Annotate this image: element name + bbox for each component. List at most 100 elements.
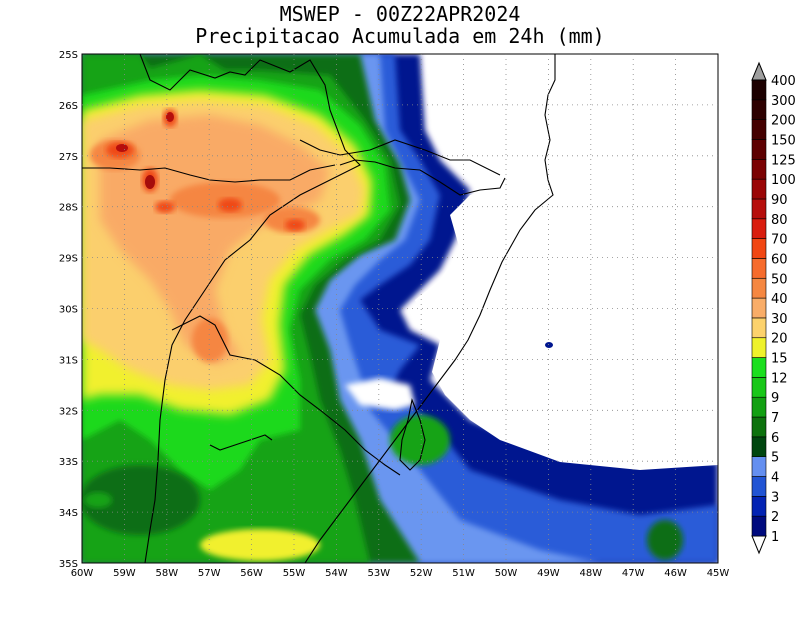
colorbar-label: 15 [771,352,788,367]
colorbar-label: 400 [771,74,796,89]
dry-area-east [415,54,718,470]
colorbar-label: 7 [771,411,779,426]
map-title: MSWEP - 00Z22APR2024 [279,2,521,26]
lat-tick-label: 33S [59,457,78,468]
colorbar: 1234567912152030405060708090100125150200… [751,61,796,555]
colorbar-segment [751,456,767,477]
colorbar-label: 20 [771,332,788,347]
colorbar-segment [751,515,767,537]
country-border-uy [171,315,401,476]
colorbar-label: 50 [771,272,788,287]
lat-tick-label: 30S [59,305,78,316]
precip-patch-sw2 [84,492,112,508]
precip-patch-lagoon [390,415,450,465]
colorbar-segment [751,476,767,497]
plot-area [81,53,719,564]
lon-tick-label: 50W [495,568,518,579]
lon-tick-label: 49W [537,568,560,579]
colorbar-segment [751,277,767,299]
colorbar-label: 12 [771,371,788,386]
paraguay-border [82,164,336,183]
colorbar-label: 100 [771,173,796,188]
lagoa-dos-patos [399,398,426,471]
colorbar-segment [751,139,767,160]
precip-blob-red-4 [218,198,242,212]
lon-tick-label: 60W [71,568,94,579]
lon-tick-label: 54W [325,568,348,579]
colorbar-arrow-top [751,61,767,81]
colorbar-segment [751,357,767,378]
lat-tick-label: 25S [59,50,78,61]
colorbar-label: 60 [771,252,788,267]
dry-pocket-lagoon [345,378,415,410]
precip-blob-red-5 [155,201,175,213]
colorbar-label: 125 [771,153,796,168]
colorbar-segment [751,297,767,319]
colorbar-label: 3 [771,490,779,505]
colorbar-label: 90 [771,193,788,208]
colorbar-segment [751,178,767,200]
colorbar-label: 4 [771,471,779,486]
colorbar-segment [751,436,767,457]
colorbar-label: 30 [771,312,788,327]
lat-tick-label: 31S [59,355,78,366]
colorbar-segment [751,99,767,120]
lon-tick-label: 46W [664,568,687,579]
colorbar-label: 300 [771,94,796,109]
colorbar-label: 40 [771,292,788,307]
lon-tick-label: 51W [452,568,475,579]
colorbar-segment [751,79,767,101]
colorbar-arrow-bottom [751,535,767,555]
colorbar-segment [751,317,767,339]
colorbar-label: 70 [771,233,788,248]
precip-blob-darkred-1 [145,175,155,189]
precip-patch-east [647,520,683,560]
lat-tick-label: 27S [59,152,78,163]
lat-tick-label: 29S [59,254,78,265]
state-border-sc-rs [339,159,506,196]
river-uruguay [209,434,273,451]
coastline [304,54,556,563]
boundaries [82,54,556,563]
colorbar-segment [751,119,767,140]
lon-tick-label: 48W [579,568,602,579]
colorbar-segment [751,416,767,438]
lon-tick-label: 55W [283,568,306,579]
lon-tick-label: 56W [240,568,263,579]
graticule [82,54,718,563]
colorbar-label: 5 [771,451,779,466]
lat-tick-label: 32S [59,406,78,417]
lat-tick-label: 34S [59,508,78,519]
lon-tick-label: 53W [367,568,390,579]
colorbar-label: 6 [771,431,779,446]
lat-tick-label: 28S [59,203,78,214]
colorbar-segment [751,496,767,517]
precip-blob-darkred-2 [116,144,128,152]
colorbar-segment [751,377,767,398]
lat-tick-label: 35S [59,559,78,570]
colorbar-label: 1 [771,530,779,545]
colorbar-segment [751,337,767,358]
colorbar-label: 2 [771,510,779,525]
lon-tick-label: 45W [707,568,730,579]
lat-tick-label: 26S [59,101,78,112]
precip-patch-south-yellow [200,529,320,561]
colorbar-segment [751,218,767,239]
colorbar-segment [751,198,767,220]
lon-tick-label: 58W [155,568,178,579]
precip-blob-orange-4 [192,318,228,362]
colorbar-segment [751,258,767,279]
lon-tick-label: 47W [622,568,645,579]
map-subtitle: Precipitacao Acumulada em 24h (mm) [195,24,605,48]
lon-tick-label: 57W [198,568,221,579]
lon-tick-label: 52W [410,568,433,579]
lon-tick-label: 59W [113,568,136,579]
country-border-ar-br [139,54,361,563]
colorbar-label: 9 [771,391,779,406]
precip-patch-sw [82,465,200,535]
precip-blob-red-6 [285,219,305,231]
colorbar-segment [751,159,767,180]
colorbar-label: 150 [771,133,796,148]
precip-speck [545,342,553,348]
